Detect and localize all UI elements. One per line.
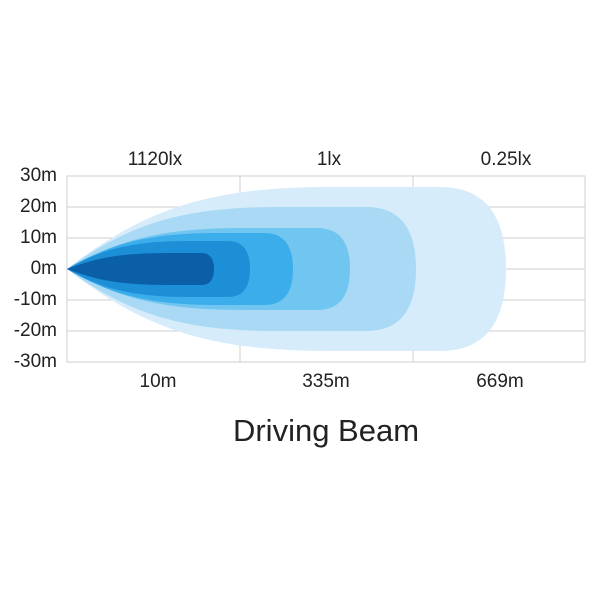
y-axis-label: 30m [20,165,57,186]
y-axis-label: 20m [20,196,57,217]
labels: 30m 20m 10m 0m -10m -20m -30m 10m 335m 669m 1120lx… [14,149,532,392]
y-axis-label: -30m [14,351,57,372]
y-axis-label: 0m [31,258,57,279]
lux-label: 0.25lx [481,149,532,170]
diagram-title: Driving Beam [233,413,419,448]
y-axis-label: 10m [20,227,57,248]
beam-contour [67,253,214,285]
beam-pattern [67,187,506,351]
lux-label: 1lx [317,149,342,170]
x-axis-label: 335m [302,371,350,392]
x-axis-label: 669m [476,371,524,392]
lux-label: 1120lx [128,149,183,170]
y-axis-label: -20m [14,320,57,341]
y-axis-label: -10m [14,289,57,310]
x-axis-label: 10m [140,371,177,392]
